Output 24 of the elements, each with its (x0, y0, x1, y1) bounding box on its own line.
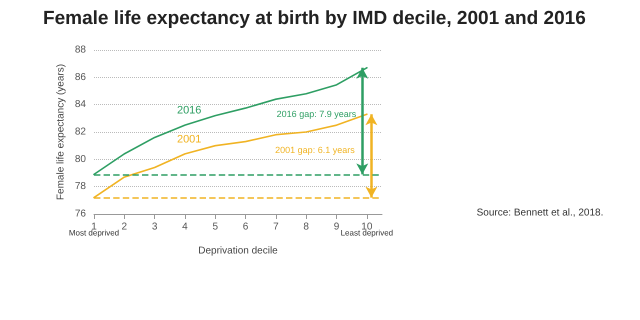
x-tick-label: 4 (182, 222, 188, 232)
annotation: 2001 gap: 6.1 years (275, 144, 356, 155)
x-tick-label: 9 (334, 222, 340, 232)
y-tick-label: 88 (74, 44, 86, 56)
series-label: 2001 (176, 133, 202, 146)
source-note: Source: Bennett et al., 2018. (476, 208, 604, 218)
y-tick-label: 86 (74, 72, 86, 83)
x-tick-label: 2 (122, 222, 128, 232)
y-tick-label: 78 (74, 181, 86, 192)
text: Least deprived (340, 228, 394, 238)
y-tick-label: 82 (74, 126, 86, 138)
y-tick-label: 76 (74, 208, 86, 220)
series-label: 2016 (176, 104, 202, 117)
y-tick-label: 84 (74, 99, 86, 110)
x-tick-label: 5 (212, 222, 218, 232)
x-axis-title: Deprivation decile (198, 246, 278, 256)
x-tick-label: 7 (273, 222, 280, 232)
x-tick-label: 6 (242, 222, 249, 232)
y-tick-label: 80 (74, 154, 86, 165)
y-axis-title: Female life expectancy (years) (56, 64, 66, 200)
annotation: 2016 gap: 7.9 years (276, 109, 357, 120)
chart-title: Female life expectancy at birth by IMD decile, 2001 and 2016 (43, 8, 586, 29)
x-tick-label: 8 (303, 222, 310, 232)
x-tick-label: 3 (152, 222, 158, 232)
